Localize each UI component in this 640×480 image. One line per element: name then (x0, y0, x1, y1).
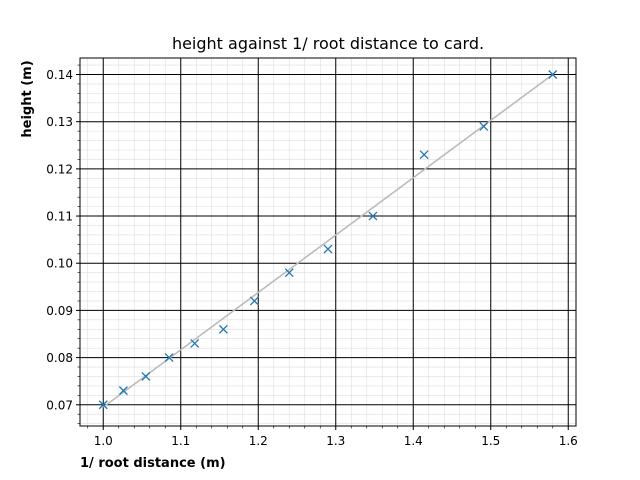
data-point-stroke (368, 211, 378, 221)
data-point-stroke (218, 324, 228, 334)
data-point (218, 324, 228, 334)
data-point (479, 121, 489, 131)
data-point (284, 268, 294, 278)
data-point-stroke (284, 268, 294, 278)
data-point (118, 386, 128, 396)
data-point (249, 296, 259, 306)
chart-title: height against 1/ root distance to card. (172, 34, 484, 53)
data-point-stroke (548, 70, 558, 79)
x-tick-label: 1.1 (171, 434, 190, 448)
data-point (98, 400, 108, 410)
x-tick-label: 1.3 (326, 434, 345, 448)
y-tick-label: 0.07 (46, 398, 73, 412)
data-point-stroke (141, 372, 151, 381)
x-tick-label: 1.0 (94, 434, 113, 448)
data-point-stroke (323, 244, 333, 254)
fit-line-path (102, 73, 554, 408)
data-point (190, 338, 200, 348)
y-tick-label: 0.08 (46, 351, 73, 365)
x-tick-label: 1.6 (559, 434, 578, 448)
x-tick-label: 1.5 (481, 434, 500, 448)
y-tick-label: 0.13 (46, 115, 73, 129)
fit-line (102, 73, 554, 408)
major-grid (80, 58, 576, 426)
y-axis-label: height (m) (20, 60, 35, 137)
y-tick-label: 0.12 (46, 162, 73, 176)
data-point-stroke (419, 150, 429, 160)
data-point-stroke (249, 296, 259, 306)
data-point-stroke (190, 338, 200, 348)
y-tick-label: 0.10 (46, 257, 73, 271)
data-point-stroke (118, 386, 128, 396)
data-point (419, 150, 429, 160)
y-tick-label: 0.09 (46, 304, 73, 318)
plot-frame (79, 57, 577, 427)
data-point (164, 353, 174, 363)
y-tick-label: 0.11 (46, 210, 73, 224)
data-point-stroke (164, 353, 174, 363)
x-axis-ticks: 1.0 1.1 1.2 1.3 1.4 1.5 1.6 (94, 426, 578, 448)
y-tick-label: 0.14 (46, 68, 73, 82)
y-axis-ticks: 0.07 0.08 0.09 0.10 0.11 0.12 0.13 0.14 (46, 68, 80, 412)
data-point (368, 211, 378, 221)
data-point-stroke (479, 121, 489, 131)
data-point (323, 244, 333, 254)
x-axis-label: 1/ root distance (m) (80, 456, 226, 471)
data-point (141, 372, 151, 381)
data-points (98, 70, 558, 410)
x-tick-label: 1.4 (404, 434, 423, 448)
data-point-stroke (98, 400, 108, 410)
data-point (548, 70, 558, 79)
x-tick-label: 1.2 (249, 434, 268, 448)
